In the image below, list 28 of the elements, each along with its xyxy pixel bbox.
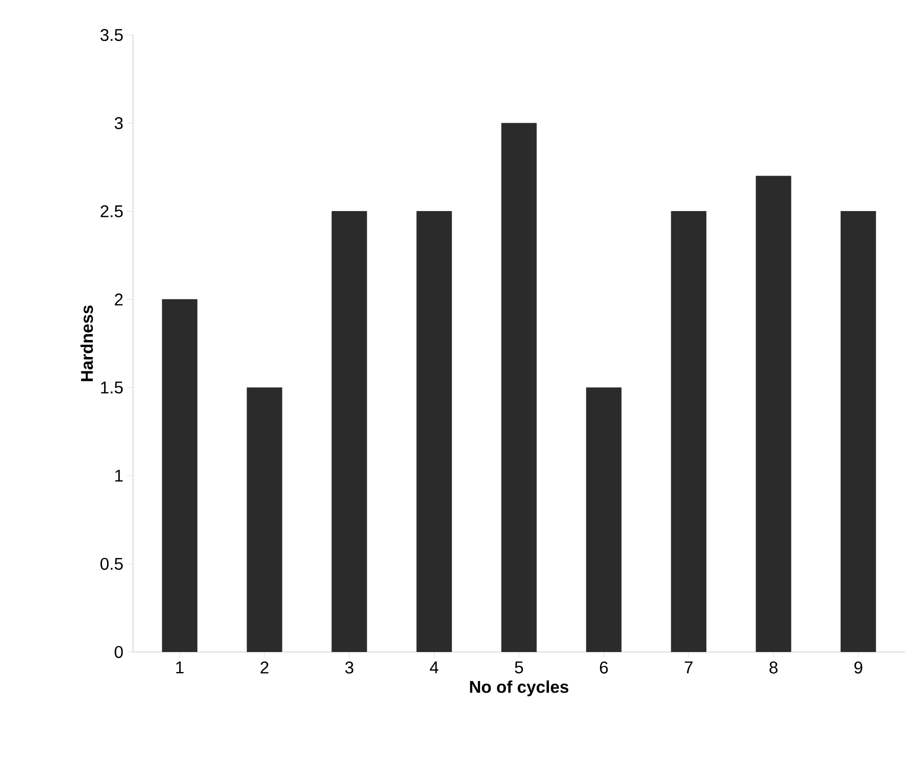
y-tick-label: 3.5 (100, 28, 123, 42)
y-tick-label: 1.5 (101, 382, 123, 394)
x-tick-label: 8 (770, 662, 778, 674)
x-tick-label: 3 (345, 662, 354, 674)
bar (501, 122, 537, 652)
x-tick-label: 7 (684, 662, 693, 674)
x-tick-label: 4 (430, 662, 438, 674)
x-axis-title: No of cycles (470, 680, 568, 696)
y-tick-label: 0.5 (100, 558, 123, 570)
bar (162, 299, 198, 652)
x-tick-label: 6 (600, 662, 608, 674)
y-tick-label: 0 (114, 646, 123, 658)
x-tick-label: 1 (176, 662, 184, 674)
y-tick-label: 2 (114, 293, 123, 306)
bar (586, 387, 622, 652)
x-tick-label: 5 (514, 662, 524, 674)
y-axis-title: Hardness (80, 305, 93, 382)
bar (670, 211, 706, 652)
x-tick-label: 9 (854, 662, 862, 674)
bar (840, 211, 876, 652)
bar (332, 211, 368, 652)
y-tick-label: 1 (115, 470, 123, 482)
bar (756, 176, 792, 652)
x-tick-label: 2 (260, 662, 268, 674)
y-tick-label: 2.5 (100, 205, 123, 218)
bar (246, 387, 282, 652)
bar (416, 211, 452, 652)
y-tick-label: 3 (114, 117, 123, 130)
